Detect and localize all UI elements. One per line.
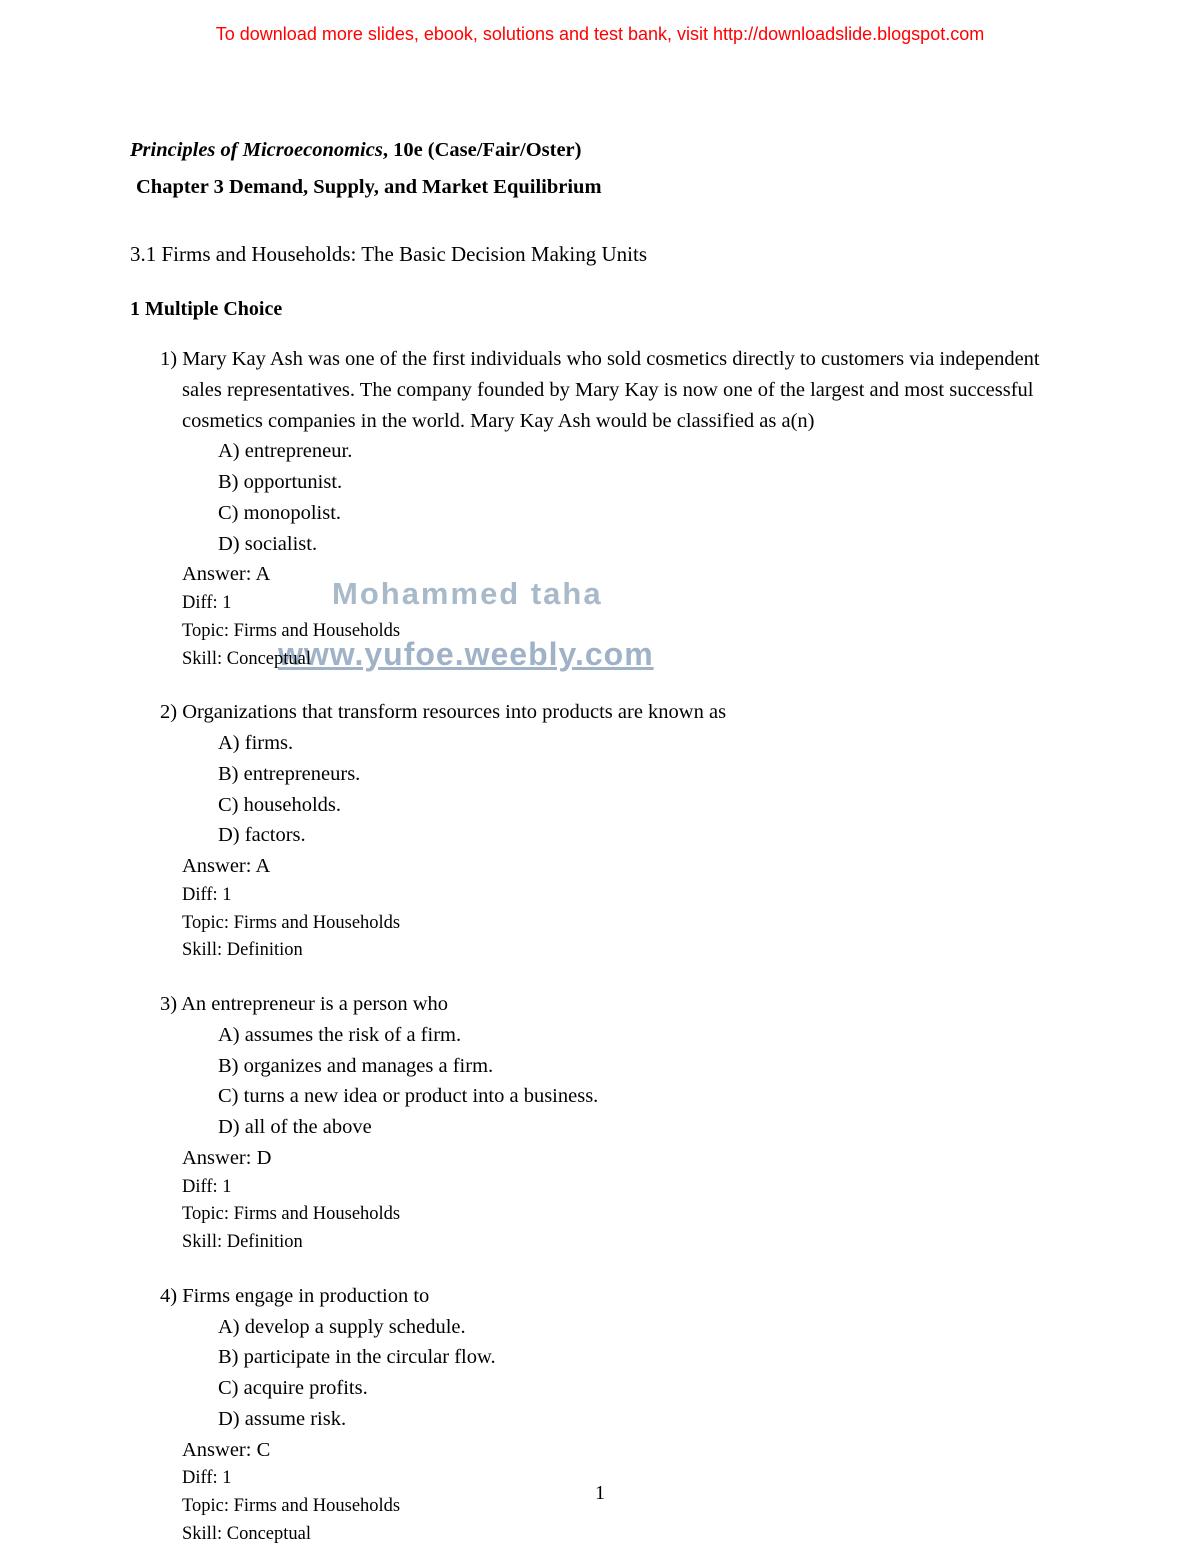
- option-d: D) socialist.: [218, 529, 1070, 560]
- question-diff: Diff: 1: [160, 1465, 1070, 1493]
- question-topic: Topic: Firms and Households: [160, 1493, 1070, 1521]
- question-topic: Topic: Firms and Households: [160, 910, 1070, 938]
- question-item: 1) Mary Kay Ash was one of the first ind…: [160, 344, 1070, 673]
- question-skill: Skill: Conceptual: [160, 646, 1070, 674]
- question-item: 3) An entrepreneur is a person who A) as…: [160, 989, 1070, 1257]
- option-c: C) turns a new idea or product into a bu…: [218, 1081, 1070, 1112]
- section-title: 3.1 Firms and Households: The Basic Deci…: [130, 239, 1070, 271]
- question-diff: Diff: 1: [160, 1174, 1070, 1202]
- option-c: C) monopolist.: [218, 498, 1070, 529]
- question-skill: Skill: Conceptual: [160, 1521, 1070, 1549]
- option-a: A) entrepreneur.: [218, 436, 1070, 467]
- question-stem: 4) Firms engage in production to: [160, 1281, 1070, 1312]
- question-diff: Diff: 1: [160, 590, 1070, 618]
- page-content: Principles of Microeconomics, 10e (Case/…: [0, 45, 1200, 1549]
- option-a: A) assumes the risk of a firm.: [218, 1020, 1070, 1051]
- option-b: B) participate in the circular flow.: [218, 1342, 1070, 1373]
- question-stem: 3) An entrepreneur is a person who: [160, 989, 1070, 1020]
- question-diff: Diff: 1: [160, 882, 1070, 910]
- question-topic: Topic: Firms and Households: [160, 618, 1070, 646]
- option-c: C) acquire profits.: [218, 1373, 1070, 1404]
- question-options: A) assumes the risk of a firm. B) organi…: [160, 1020, 1070, 1143]
- question-options: A) firms. B) entrepreneurs. C) household…: [160, 728, 1070, 851]
- book-title-rest: , 10e (Case/Fair/Oster): [383, 139, 582, 161]
- question-skill: Skill: Definition: [160, 1229, 1070, 1257]
- question-answer: Answer: A: [160, 559, 1070, 590]
- option-d: D) factors.: [218, 820, 1070, 851]
- question-stem: 1) Mary Kay Ash was one of the first ind…: [160, 344, 1070, 436]
- question-options: A) develop a supply schedule. B) partici…: [160, 1312, 1070, 1435]
- question-stem: 2) Organizations that transform resource…: [160, 697, 1070, 728]
- option-a: A) develop a supply schedule.: [218, 1312, 1070, 1343]
- subsection-title: 1 Multiple Choice: [130, 294, 1070, 324]
- option-b: B) opportunist.: [218, 467, 1070, 498]
- book-title-italic: Principles of Microeconomics: [130, 139, 383, 161]
- questions-list: 1) Mary Kay Ash was one of the first ind…: [130, 344, 1070, 1549]
- question-item: 2) Organizations that transform resource…: [160, 697, 1070, 965]
- option-d: D) all of the above: [218, 1112, 1070, 1143]
- book-title: Principles of Microeconomics, 10e (Case/…: [130, 135, 1070, 166]
- chapter-title: Chapter 3 Demand, Supply, and Market Equ…: [130, 172, 1070, 203]
- question-answer: Answer: A: [160, 851, 1070, 882]
- question-answer: Answer: C: [160, 1435, 1070, 1466]
- question-answer: Answer: D: [160, 1143, 1070, 1174]
- question-item: 4) Firms engage in production to A) deve…: [160, 1281, 1070, 1549]
- option-d: D) assume risk.: [218, 1404, 1070, 1435]
- question-skill: Skill: Definition: [160, 937, 1070, 965]
- top-banner: To download more slides, ebook, solution…: [0, 0, 1200, 45]
- question-topic: Topic: Firms and Households: [160, 1201, 1070, 1229]
- option-c: C) households.: [218, 790, 1070, 821]
- option-b: B) entrepreneurs.: [218, 759, 1070, 790]
- option-a: A) firms.: [218, 728, 1070, 759]
- option-b: B) organizes and manages a firm.: [218, 1051, 1070, 1082]
- question-options: A) entrepreneur. B) opportunist. C) mono…: [160, 436, 1070, 559]
